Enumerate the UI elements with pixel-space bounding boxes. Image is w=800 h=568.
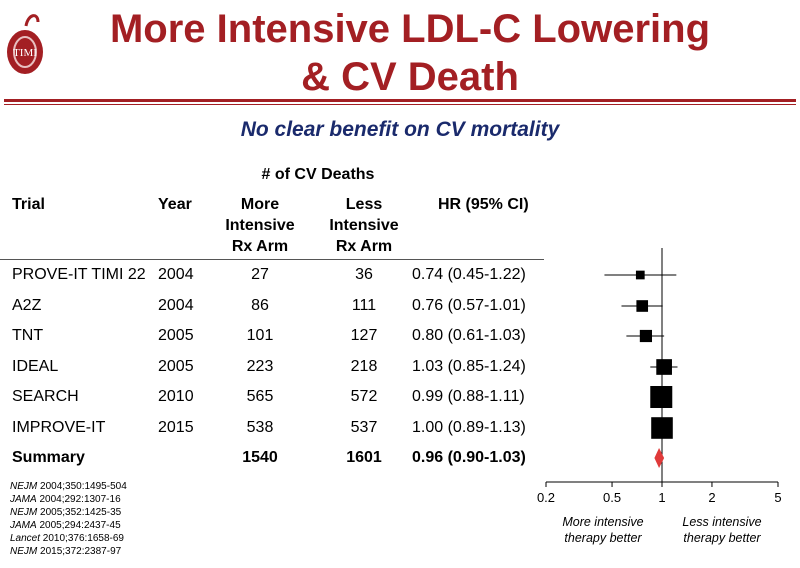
ref-journal: NEJM — [10, 481, 38, 492]
row-hr: 1.03 (0.85-1.24) — [412, 358, 526, 375]
summary-less: 1601 — [346, 449, 382, 466]
row-more: 86 — [251, 297, 269, 314]
ref-cite: 2015;372:2387-97 — [37, 546, 122, 557]
row-year: 2004 — [158, 266, 194, 283]
ref-cite: 2005;352:1425-35 — [37, 507, 122, 518]
row-trial: A2Z — [12, 297, 42, 314]
right-direction-label: Less intensive — [682, 515, 761, 529]
row-less: 572 — [350, 388, 378, 405]
header-less-line: Intensive — [329, 217, 399, 234]
title-rule-bottom — [4, 104, 796, 105]
header-hr: HR (95% CI) — [438, 196, 529, 213]
title-rule-top — [4, 99, 796, 102]
ref-cite: 2004;292:1307-16 — [36, 494, 121, 505]
forest-plot: 0.2 0.5 1 2 5 More intensive therapy better Les… — [537, 248, 782, 545]
header-more-line: More — [240, 196, 280, 213]
row-year: 2015 — [158, 419, 194, 436]
logo-stem — [24, 14, 40, 27]
ref-cite: 2004;350:1495-504 — [37, 481, 127, 492]
x-tick-label: 5 — [774, 490, 781, 505]
row-hr: 0.80 (0.61-1.03) — [412, 327, 526, 344]
title-line-2: & CV Death — [301, 55, 519, 99]
row-more: 565 — [246, 388, 274, 405]
ref-journal: Lancet — [10, 533, 41, 544]
group-header: # of CV Deaths — [261, 166, 375, 183]
ref-journal: NEJM — [10, 507, 38, 518]
reference: NEJM 2015;372:2387-97 — [10, 546, 121, 559]
row-more: 223 — [246, 358, 274, 375]
row-less: 537 — [350, 419, 378, 436]
row-less: 127 — [350, 327, 378, 344]
row-hr: 0.74 (0.45-1.22) — [412, 266, 526, 283]
header-less: Less Intensive Rx Arm — [314, 194, 414, 257]
hr-marker — [650, 386, 673, 408]
x-tick-label: 0.5 — [603, 490, 621, 505]
summary-diamond — [654, 448, 665, 468]
row-trial: PROVE-IT TIMI 22 — [12, 266, 146, 283]
header-more-line: Intensive — [225, 217, 295, 234]
header-more-line: Rx Arm — [231, 238, 289, 255]
logo-text: TIMI — [13, 47, 37, 59]
row-more: 101 — [246, 327, 274, 344]
hr-marker — [639, 329, 653, 343]
left-direction-label: More intensive — [562, 515, 643, 529]
timi-logo: TIMI — [7, 14, 43, 74]
reference: Lancet 2010;376:1658-69 — [10, 533, 124, 546]
title-line-1: More Intensive LDL-C Lowering — [109, 7, 711, 51]
subtitle: No clear benefit on CV mortality — [240, 118, 560, 141]
summary-hr: 0.96 (0.90-1.03) — [412, 449, 526, 466]
row-trial: IDEAL — [12, 358, 59, 375]
reference: JAMA 2004;292:1307-16 — [10, 494, 121, 507]
left-direction-label: therapy better — [564, 531, 642, 545]
row-less: 218 — [350, 358, 378, 375]
header-year: Year — [158, 196, 192, 213]
header-trial: Trial — [12, 196, 45, 213]
row-trial: IMPROVE-IT — [12, 419, 106, 436]
row-less: 36 — [355, 266, 373, 283]
ref-cite: 2010;376:1658-69 — [40, 533, 124, 544]
x-tick-label: 2 — [708, 490, 715, 505]
ref-journal: JAMA — [10, 494, 37, 505]
row-trial: TNT — [12, 327, 44, 344]
ref-journal: NEJM — [10, 546, 38, 557]
row-year: 2004 — [158, 297, 194, 314]
header-less-line: Less — [345, 196, 383, 213]
row-more: 27 — [251, 266, 269, 283]
ref-journal: JAMA — [10, 520, 37, 531]
logo-ring — [13, 36, 37, 68]
x-tick-label: 0.2 — [537, 490, 555, 505]
row-trial: SEARCH — [12, 388, 79, 405]
summary-trial: Summary — [12, 449, 85, 466]
header-more: More Intensive Rx Arm — [210, 194, 310, 257]
ref-cite: 2005;294:2437-45 — [36, 520, 121, 531]
row-hr: 1.00 (0.89-1.13) — [412, 419, 526, 436]
reference: JAMA 2005;294:2437-45 — [10, 520, 121, 533]
hr-marker — [656, 359, 672, 375]
logo-heart — [7, 30, 43, 74]
right-direction-label: therapy better — [683, 531, 761, 545]
row-year: 2005 — [158, 358, 194, 375]
summary-more: 1540 — [242, 449, 278, 466]
row-hr: 0.99 (0.88-1.11) — [412, 388, 525, 405]
reference: NEJM 2005;352:1425-35 — [10, 507, 121, 520]
reference: NEJM 2004;350:1495-504 — [10, 481, 127, 494]
row-year: 2005 — [158, 327, 194, 344]
hr-marker — [635, 270, 645, 280]
row-year: 2010 — [158, 388, 194, 405]
hr-marker — [636, 300, 649, 312]
row-less: 111 — [351, 297, 377, 314]
x-tick-label: 1 — [658, 490, 665, 505]
header-divider — [0, 259, 544, 260]
row-more: 538 — [246, 419, 274, 436]
row-hr: 0.76 (0.57-1.01) — [412, 297, 526, 314]
hr-marker — [651, 417, 673, 439]
header-less-line: Rx Arm — [335, 238, 393, 255]
